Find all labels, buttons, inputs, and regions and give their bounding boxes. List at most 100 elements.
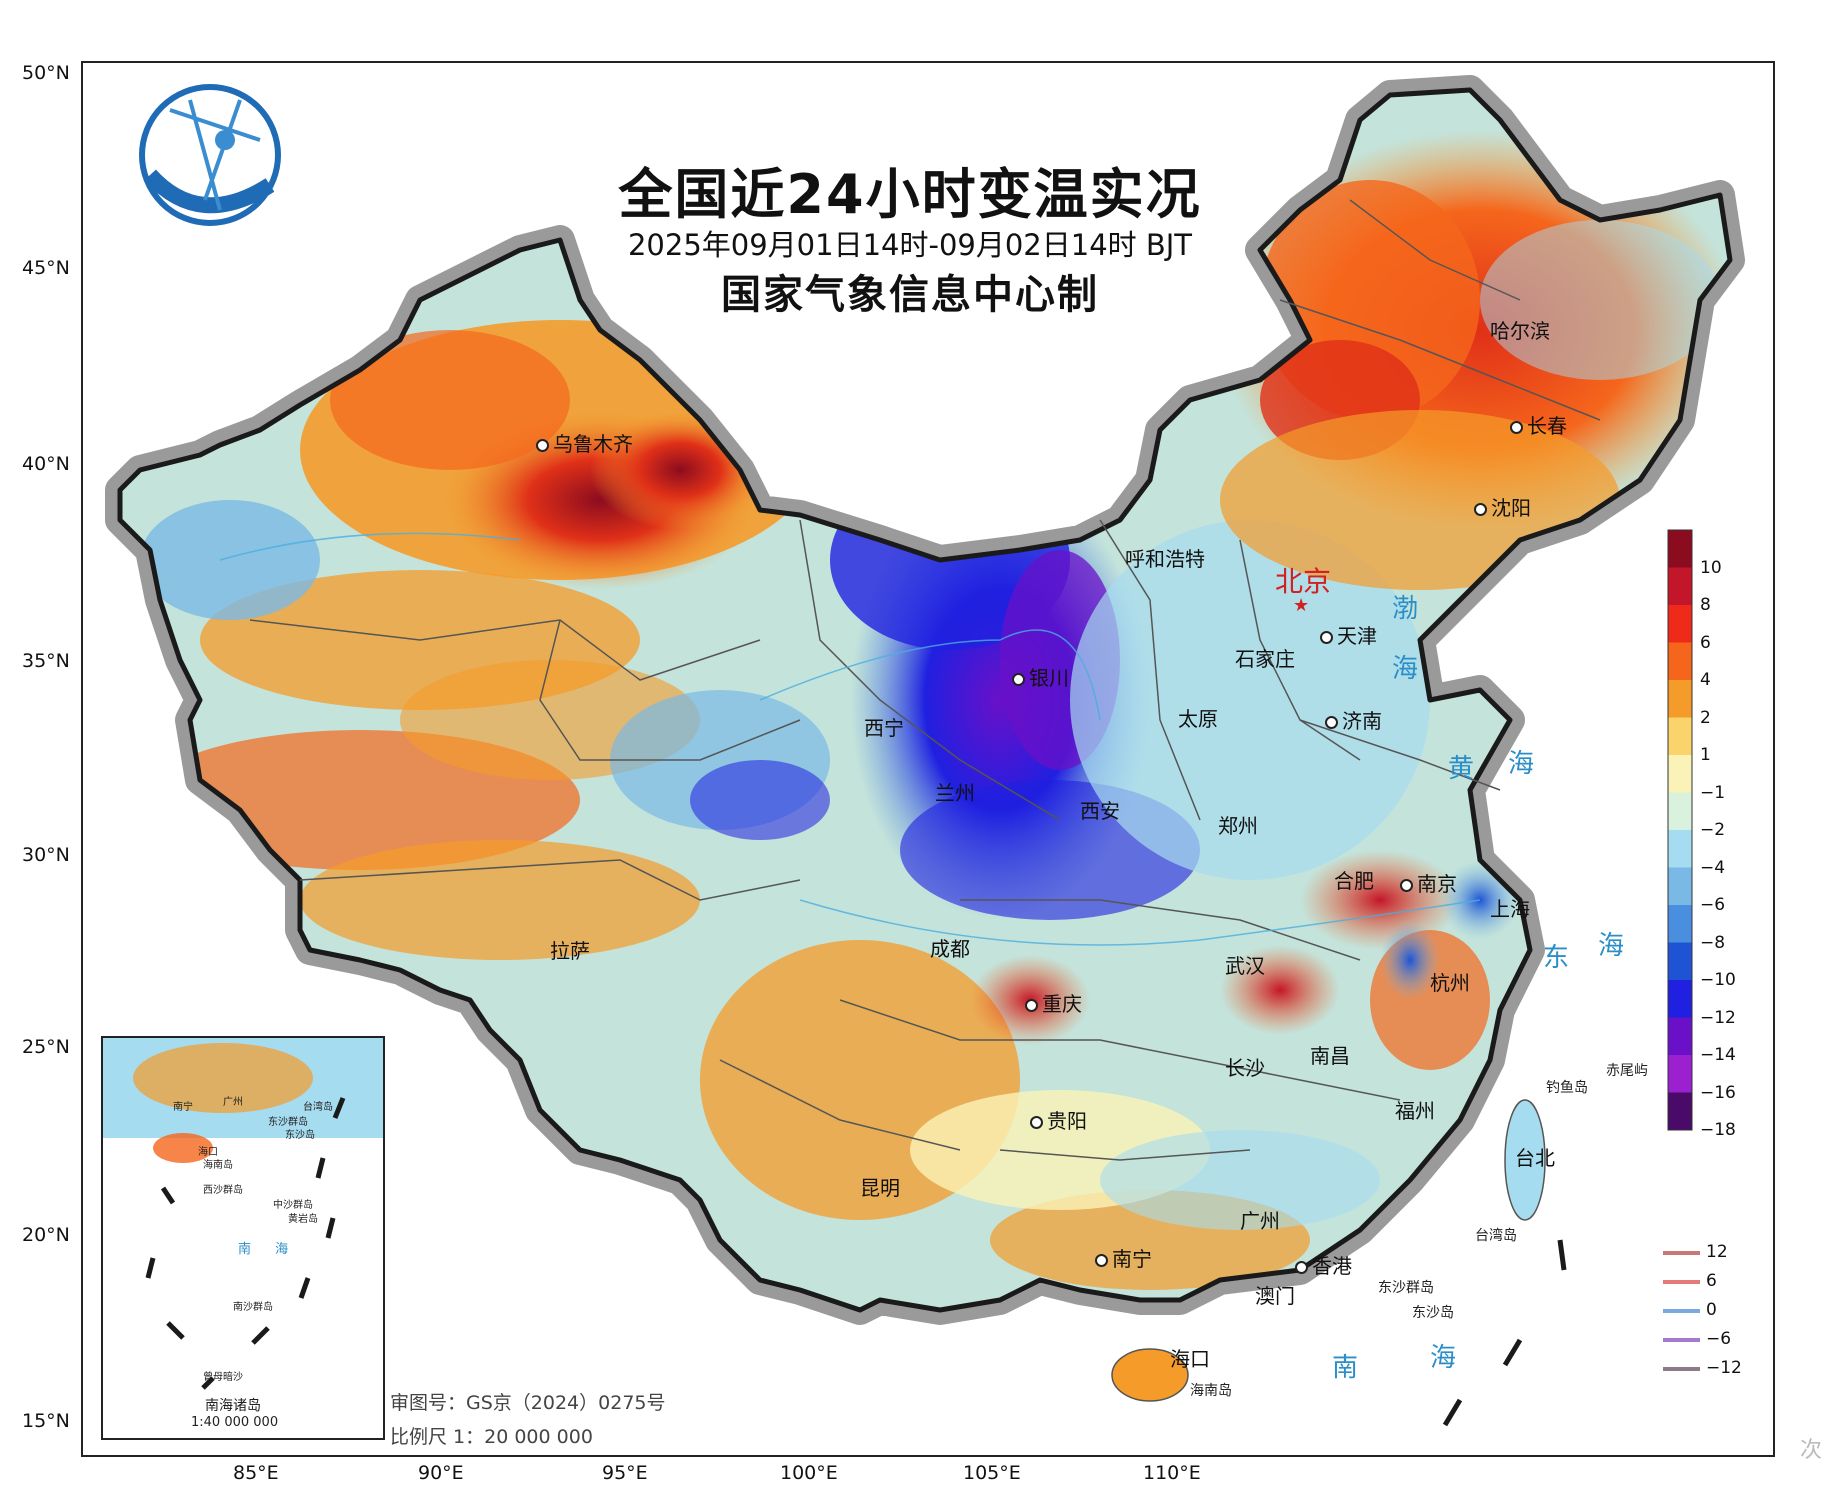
city-label: 兰州: [935, 781, 975, 805]
city-label: 台北: [1515, 1146, 1555, 1170]
city-label: 济南: [1325, 705, 1382, 734]
city-label: 呼和浩特: [1125, 547, 1205, 571]
island-label: 赤尾屿: [1606, 1063, 1648, 1079]
sea-label: 海: [1392, 654, 1419, 684]
legend-color-swatch: [1668, 642, 1692, 681]
city-label: 上海: [1490, 897, 1530, 921]
inset-label: 西沙群岛: [203, 1185, 243, 1196]
city-label: 海口: [1170, 1347, 1210, 1371]
taiwan-island: [1504, 1099, 1546, 1221]
lon-label: 105°E: [963, 1462, 1021, 1484]
legend-color-swatch: [1668, 980, 1692, 1018]
inset-label: 东沙群岛: [268, 1117, 308, 1128]
capital-label: 北京: [1275, 565, 1332, 598]
inset-label: 南宁: [173, 1102, 193, 1113]
legend-color-swatch: [1668, 792, 1692, 831]
inset-title: 南海诸岛: [205, 1398, 261, 1414]
city-label: 杭州: [1430, 971, 1470, 995]
city-label: 昆明: [860, 1176, 900, 1200]
city-label: 合肥: [1334, 869, 1374, 893]
legend-color-swatch: [1668, 830, 1692, 868]
lat-label: 35°N: [22, 650, 70, 672]
lat-label: 30°N: [22, 844, 70, 866]
legend-color-swatch: [1668, 530, 1692, 568]
province-boundaries: [249, 199, 1601, 1161]
sea-label: 东: [1543, 943, 1570, 973]
city-label: 武汉: [1225, 954, 1265, 978]
line-legend-label: 12: [1706, 1242, 1728, 1262]
sea-label: 渤: [1392, 594, 1419, 624]
legend-color-swatch: [1668, 567, 1692, 606]
city-label: 长沙: [1225, 1056, 1265, 1080]
city-label: 拉萨: [550, 939, 590, 963]
line-legend: [1663, 1251, 1700, 1371]
lat-label: 20°N: [22, 1224, 70, 1246]
island-label: 钓鱼岛: [1546, 1080, 1588, 1096]
island-label: 东沙群岛: [1378, 1280, 1434, 1296]
inset-label: 海南岛: [203, 1160, 233, 1171]
legend-label: −8: [1700, 932, 1726, 953]
legend-label: −2: [1700, 820, 1726, 840]
inset-sea-label: 南 海: [238, 1242, 299, 1257]
city-label: 西宁: [864, 716, 904, 740]
city-label: 太原: [1178, 707, 1218, 731]
map-scale: 比例尺 1：20 000 000: [390, 1426, 593, 1448]
inset-label: 南沙群岛: [233, 1302, 273, 1313]
line-legend-label: 0: [1706, 1300, 1717, 1320]
city-label: 西安: [1080, 799, 1120, 823]
line-legend-label: −12: [1706, 1358, 1742, 1378]
approval-number: 审图号：GS京（2024）0275号: [390, 1392, 666, 1414]
sea-label: 南: [1332, 1353, 1359, 1383]
lon-label: 90°E: [418, 1462, 464, 1484]
watermark: 次: [1800, 1438, 1823, 1463]
lat-label: 50°N: [22, 62, 70, 84]
inset-label: 海口: [198, 1147, 218, 1158]
city-label: 广州: [1240, 1209, 1280, 1233]
city-label: 福州: [1395, 1099, 1435, 1123]
lon-label: 95°E: [602, 1462, 648, 1484]
line-legend-label: 6: [1706, 1271, 1717, 1291]
legend-label: 6: [1700, 632, 1711, 653]
city-label: 重庆: [1025, 988, 1082, 1017]
inset-label: 曾母暗沙: [203, 1372, 243, 1383]
lon-label: 110°E: [1143, 1462, 1201, 1484]
city-label: 哈尔滨: [1490, 319, 1550, 343]
lat-label: 25°N: [22, 1036, 70, 1058]
legend-label: −18: [1700, 1120, 1736, 1140]
legend-color-swatch: [1668, 942, 1692, 981]
legend-label: −10: [1700, 970, 1736, 990]
national-border: [117, 87, 1733, 1313]
capital-star-icon: ★: [1293, 595, 1310, 616]
lon-label: 100°E: [780, 1462, 838, 1484]
legend-color-swatch: [1668, 1055, 1692, 1093]
inset-label: 广州: [223, 1097, 243, 1108]
city-label: 天津: [1320, 620, 1377, 649]
city-label: 香港: [1295, 1250, 1352, 1279]
map-title: 全国近24小时变温实况: [618, 163, 1202, 226]
city-label: 南宁: [1095, 1243, 1152, 1272]
legend-color-swatch: [1668, 1017, 1692, 1056]
inset-label: 东沙岛: [285, 1130, 315, 1141]
legend-color-swatch: [1668, 717, 1692, 756]
legend-label: −6: [1700, 895, 1726, 915]
city-label: 南昌: [1310, 1044, 1350, 1068]
nine-dash-segments: [1442, 1239, 1567, 1427]
sea-label: 海: [1508, 749, 1535, 779]
city-label: 成都: [930, 937, 970, 961]
legend-color-swatch: [1668, 755, 1692, 793]
inset-label: 中沙群岛: [273, 1200, 313, 1211]
city-label: 石家庄: [1235, 647, 1295, 671]
rivers: [219, 532, 1481, 946]
lon-label: 85°E: [233, 1462, 279, 1484]
legend-color-swatch: [1668, 680, 1692, 718]
legend-label: 2: [1700, 707, 1711, 728]
island-label: 海南岛: [1190, 1383, 1232, 1399]
inset-label: 台湾岛: [303, 1102, 333, 1113]
legend-label: 8: [1700, 595, 1711, 615]
legend-label: −12: [1700, 1007, 1736, 1028]
inset-scale: 1:40 000 000: [191, 1415, 279, 1430]
island-label: 台湾岛: [1475, 1228, 1517, 1244]
legend-color-swatch: [1668, 605, 1692, 643]
sea-label: 海: [1598, 931, 1625, 961]
